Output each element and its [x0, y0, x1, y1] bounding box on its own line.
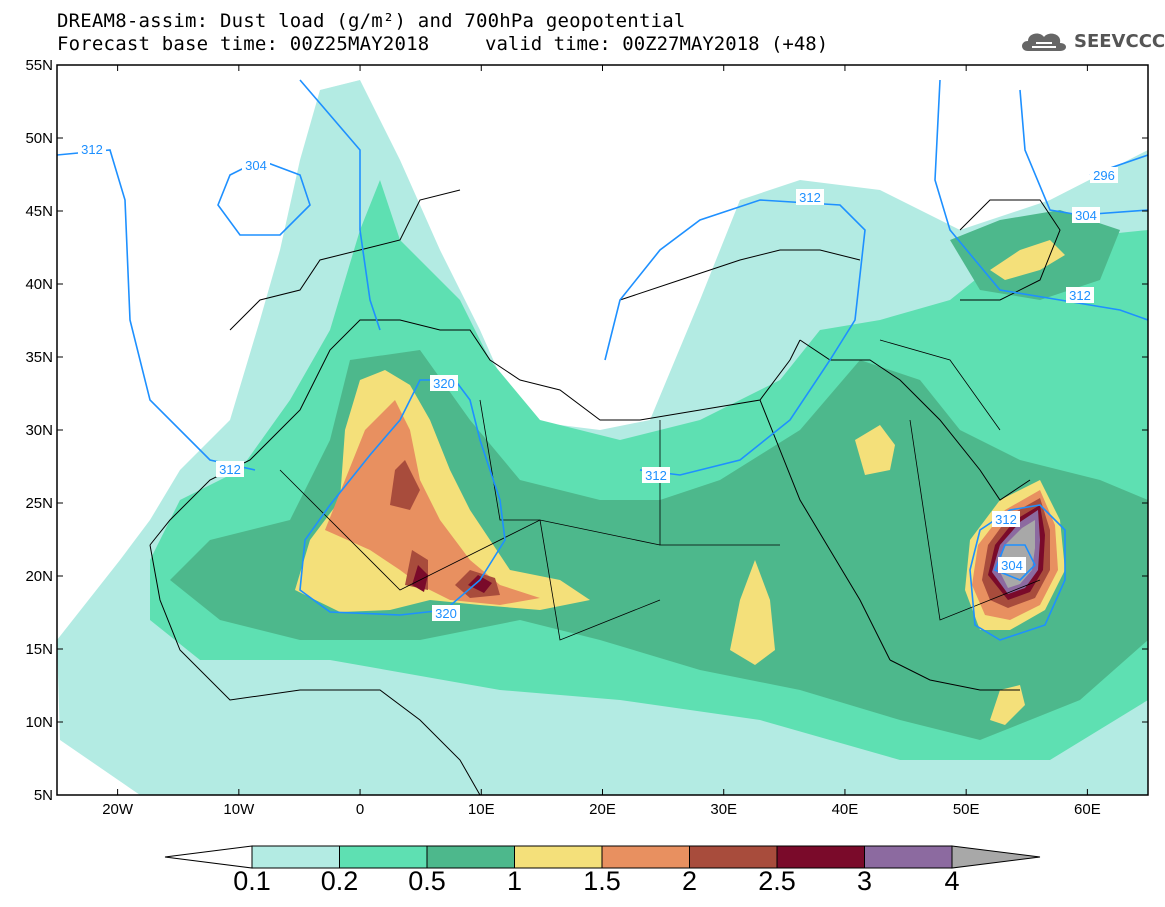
colorbar-segment — [339, 845, 428, 869]
contour-label: 304 — [1072, 207, 1100, 223]
dust-region-1-chad — [730, 560, 775, 665]
svg-text:312: 312 — [995, 512, 1017, 527]
svg-text:312: 312 — [1069, 288, 1091, 303]
logo-text: SEEVCCC — [1074, 30, 1165, 52]
colorbar — [164, 845, 1041, 869]
colorbar-tick-label: 4 — [944, 866, 960, 896]
latitude-axis: 55N 50N 45N 40N 35N 30N 25N 20N 15N 10N 5N — [25, 57, 1148, 804]
colorbar-segment — [251, 845, 340, 869]
coastlines — [149, 189, 1061, 795]
seevccc-logo: SEEVCCC — [1018, 27, 1165, 55]
forecast-valid-time: valid time: 00Z27MAY2018 (+48) — [485, 33, 829, 55]
dust-region-1-caspian — [990, 240, 1065, 280]
contour-label: 312 — [78, 141, 106, 157]
contour-label: 304 — [242, 157, 270, 173]
svg-text:304: 304 — [1001, 558, 1023, 573]
colorbar-segment — [514, 845, 603, 869]
lat-label: 5N — [34, 787, 53, 804]
cloud-icon — [1022, 33, 1066, 51]
colorbar-segment — [689, 845, 778, 869]
colorbar-over-triangle — [951, 845, 1041, 869]
lon-label: 10W — [223, 801, 255, 818]
svg-text:304: 304 — [1075, 208, 1097, 223]
lon-label: 10E — [468, 801, 495, 818]
lon-label: 30E — [710, 801, 737, 818]
contour-label: 312 — [216, 461, 244, 477]
contour-label: 320 — [432, 605, 460, 621]
dust-region-1-arabia — [855, 425, 895, 475]
dust-region-1-somalia — [990, 685, 1025, 725]
svg-text:312: 312 — [799, 190, 821, 205]
svg-text:320: 320 — [433, 376, 455, 391]
lat-label: 10N — [25, 714, 53, 731]
contour-label: 304 — [998, 557, 1026, 573]
colorbar-tick-label: 0.2 — [320, 866, 359, 896]
lat-label: 15N — [25, 641, 53, 658]
svg-text:312: 312 — [645, 468, 667, 483]
contour-label: 312 — [642, 467, 670, 483]
colorbar-tick-label: 0.5 — [408, 866, 446, 896]
colorbar-segment — [601, 845, 690, 869]
contour-labels: 312 304 320 312 312 296 304 312 312 320 312 304 — [78, 141, 1118, 621]
lon-label: 50E — [953, 801, 980, 818]
borders — [279, 339, 1041, 641]
lon-label: 20W — [102, 801, 134, 818]
lat-label: 25N — [25, 495, 53, 512]
lat-label: 40N — [25, 276, 53, 293]
lat-label: 55N — [25, 57, 53, 74]
svg-text:312: 312 — [219, 462, 241, 477]
colorbar-tick-label: 1 — [506, 866, 523, 896]
dust-region-2 — [390, 460, 500, 598]
map-title: DREAM8-assim: Dust load (g/m²) and 700hP… — [57, 10, 686, 32]
colorbar-tick-label: 2 — [681, 866, 698, 896]
svg-text:304: 304 — [245, 158, 267, 173]
contour-label: 312 — [796, 189, 824, 205]
colorbar-tick-label: 1.5 — [583, 866, 621, 896]
colorbar-segment — [864, 845, 953, 869]
colorbar-tick-label: 3 — [856, 866, 873, 896]
longitude-axis: 20W 10W 0 10E 20E 30E 40E 50E 60E — [102, 65, 1101, 818]
lat-label: 20N — [25, 568, 53, 585]
lat-label: 45N — [25, 203, 53, 220]
dust-field — [57, 79, 1148, 795]
colorbar-segment — [776, 845, 865, 869]
colorbar-tick-label: 0.1 — [233, 866, 271, 896]
forecast-base-time: Forecast base time: 00Z25MAY2018 — [57, 33, 430, 55]
contour-label: 320 — [430, 375, 458, 391]
lat-label: 35N — [25, 349, 53, 366]
contour-label: 312 — [1066, 287, 1094, 303]
svg-text:312: 312 — [81, 142, 103, 157]
dust-region-15 — [325, 400, 540, 605]
lat-label: 30N — [25, 422, 53, 439]
colorbar-tick-label: 2.5 — [758, 866, 796, 896]
contour-label: 312 — [992, 511, 1020, 527]
lon-label: 40E — [832, 801, 859, 818]
lat-label: 50N — [25, 130, 53, 147]
colorbar-under-triangle — [164, 845, 253, 869]
svg-text:320: 320 — [435, 606, 457, 621]
lon-label: 0 — [356, 801, 364, 818]
contour-label: 296 — [1090, 167, 1118, 183]
lon-label: 60E — [1074, 801, 1101, 818]
colorbar-segment — [426, 845, 515, 869]
lon-label: 20E — [589, 801, 616, 818]
svg-text:296: 296 — [1093, 168, 1115, 183]
